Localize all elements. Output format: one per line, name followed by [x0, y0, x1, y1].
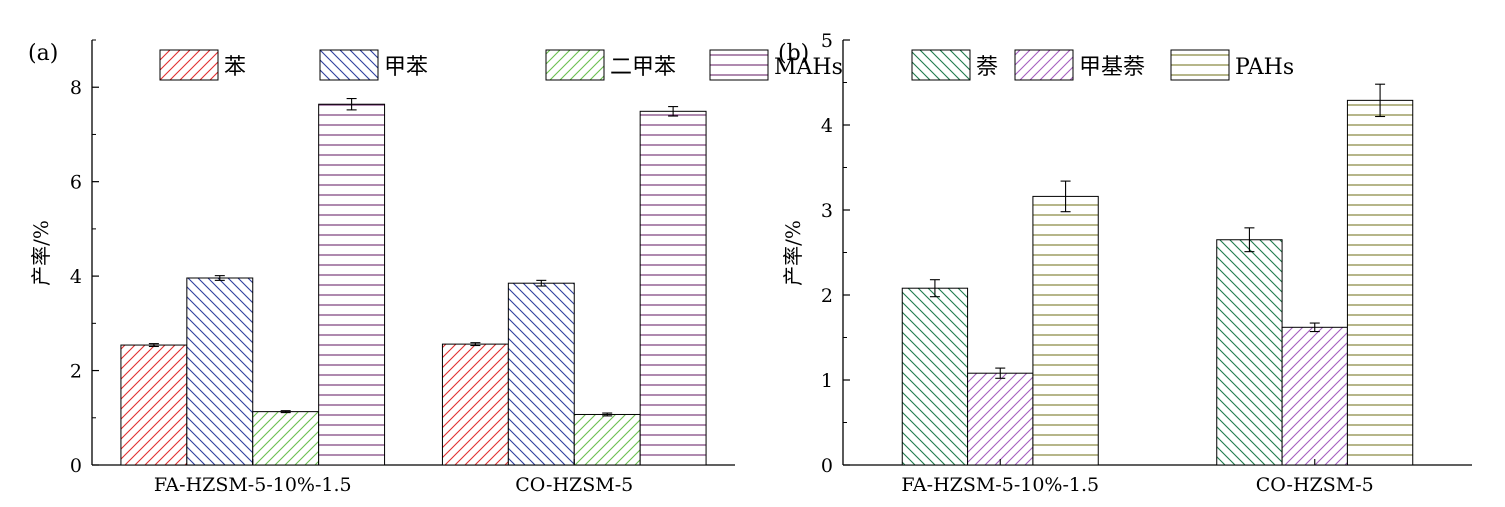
y-tick-label: 2: [70, 361, 82, 383]
y-tick-label: 4: [821, 115, 833, 137]
y-axis-label: 产率/%: [781, 220, 805, 286]
panel-label: (b): [778, 41, 809, 66]
legend-label: 甲苯: [384, 55, 428, 80]
bar: [1216, 239, 1283, 466]
legend-swatch: [1170, 49, 1230, 81]
bar: [1281, 326, 1348, 466]
bar: [186, 277, 254, 466]
bar: [573, 413, 641, 466]
legend-swatch: [319, 49, 379, 81]
legend-item: 甲苯: [319, 49, 428, 81]
y-tick-label: 3: [821, 200, 833, 222]
x-category-label: FA-HZSM-5-10%-1.5: [901, 474, 1099, 496]
y-tick-label: 6: [70, 172, 82, 194]
legend-label: PAHs: [1235, 55, 1294, 80]
legend-label: 甲基萘: [1079, 55, 1145, 80]
y-tick-label: 0: [70, 455, 82, 477]
bar: [639, 110, 707, 466]
x-category-label: CO-HZSM-5: [515, 474, 633, 496]
legend-swatch: [1014, 49, 1074, 81]
x-category-label: CO-HZSM-5: [1256, 474, 1374, 496]
bar: [901, 287, 969, 466]
bar: [441, 343, 509, 466]
bar: [120, 344, 188, 466]
y-tick-label: 8: [70, 77, 82, 99]
legend-item: 萘: [911, 49, 998, 81]
bar: [1032, 195, 1099, 466]
bar: [507, 282, 575, 466]
legend-swatch: [709, 49, 769, 81]
y-tick-label: 5: [821, 30, 833, 52]
legend-swatch: [911, 49, 971, 81]
legend-item: MAHs: [709, 49, 843, 81]
legend-label: 苯: [224, 55, 246, 80]
legend-label: 二甲苯: [610, 55, 676, 80]
legend-swatch: [159, 49, 219, 81]
panel-label: (a): [28, 41, 58, 66]
chart-panel-b: (b) 产率/% 0 1 2 3 4 5 FA-HZSM-5-10%-1.5 CO-HZSM-…: [778, 30, 1472, 496]
legend-item: 苯: [159, 49, 246, 81]
y-tick-label: 2: [821, 285, 833, 307]
legend-item: 二甲苯: [545, 49, 676, 81]
legend-item: PAHs: [1170, 49, 1294, 81]
x-category-label: FA-HZSM-5-10%-1.5: [154, 474, 352, 496]
legend-label: MAHs: [774, 55, 843, 80]
y-tick-label: 0: [821, 455, 833, 477]
y-tick-label: 1: [821, 370, 833, 392]
y-tick-label: 4: [70, 266, 82, 288]
legend-item: 甲基萘: [1014, 49, 1145, 81]
legend-label: 萘: [976, 55, 998, 80]
legend-swatch: [545, 49, 605, 81]
bar: [252, 411, 320, 466]
bar: [318, 103, 386, 466]
bar: [1346, 99, 1414, 466]
chart-panel-a: (a) 产率/% 0 2 4 6 8 FA-HZSM-5-10%-1.5 CO-HZSM-5…: [28, 39, 843, 496]
bar: [967, 372, 1034, 466]
y-axis-label: 产率/%: [29, 220, 53, 286]
